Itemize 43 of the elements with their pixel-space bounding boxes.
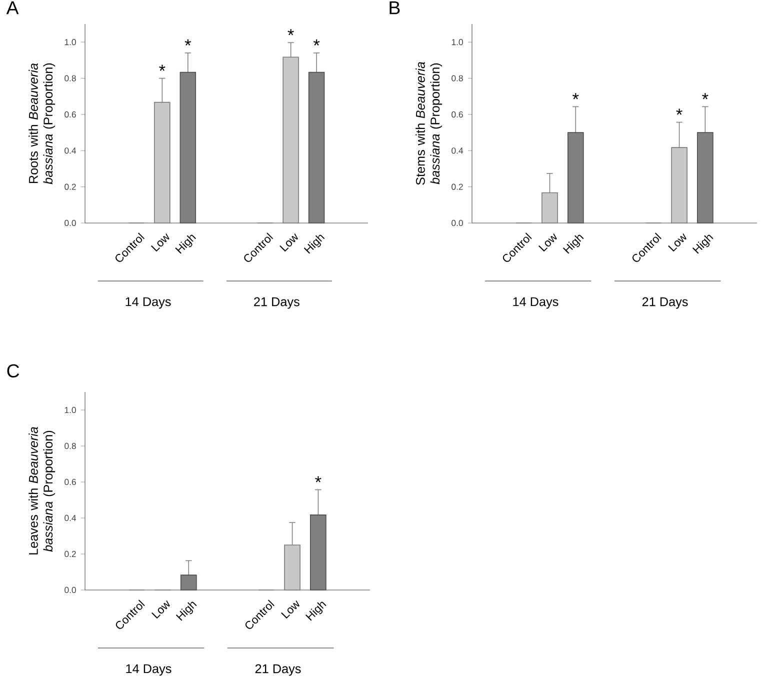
data-label: *	[676, 108, 682, 115]
y-tick-label: 0.4	[64, 148, 76, 154]
chart-title: C	[7, 364, 20, 378]
x-tick-label: High	[305, 602, 326, 621]
y-tick-label: 0.8	[64, 442, 76, 450]
text: 14 Days	[513, 297, 558, 309]
y-tick-label: 0.2	[452, 184, 463, 190]
y-tick-label: 0.0	[64, 220, 76, 226]
y-tick-label: 0.0	[64, 586, 76, 594]
text: 21 Days	[642, 297, 688, 309]
y-tick-label: 1.0	[64, 39, 76, 46]
y-tick-label: 0.8	[64, 75, 76, 82]
text: 21 Days	[254, 297, 300, 309]
x-tick-label: High	[692, 234, 714, 254]
data-label: *	[159, 64, 166, 71]
x-tick-label: Low	[150, 233, 170, 252]
x-tick-label: Low	[668, 233, 686, 252]
y-tick-label: 1.0	[452, 39, 463, 46]
data-label: *	[184, 39, 192, 46]
text: 14 Days	[126, 664, 172, 676]
y-tick-label: 0.6	[64, 111, 76, 118]
y-tick-label: 0.6	[452, 111, 463, 118]
x-tick-label: Low	[538, 233, 557, 252]
text: 21 Days	[255, 664, 301, 676]
y-tick-label: 0.8	[452, 75, 463, 82]
data-label: *	[572, 93, 579, 100]
x-tick-label: Low	[281, 600, 300, 619]
data-label: *	[313, 39, 320, 46]
y-tick-label: 0.4	[452, 148, 464, 154]
y-tick-label: 0.4	[64, 514, 76, 522]
chart-title: A	[6, 1, 19, 14]
y-tick-label: 0.2	[64, 550, 76, 558]
x-tick-label: Low	[280, 233, 298, 252]
text: 14 Days	[126, 297, 171, 309]
data-label: *	[315, 476, 322, 482]
y-tick-label: 0.2	[64, 184, 76, 190]
chart-title: B	[390, 1, 400, 14]
y-tick-label: 0.6	[64, 478, 76, 486]
data-label: *	[702, 93, 708, 100]
y-tick-label: 0.0	[452, 220, 463, 226]
data-label: *	[288, 29, 294, 36]
x-tick-label: Low	[152, 600, 170, 619]
y-tick-label: 1.0	[64, 406, 76, 414]
